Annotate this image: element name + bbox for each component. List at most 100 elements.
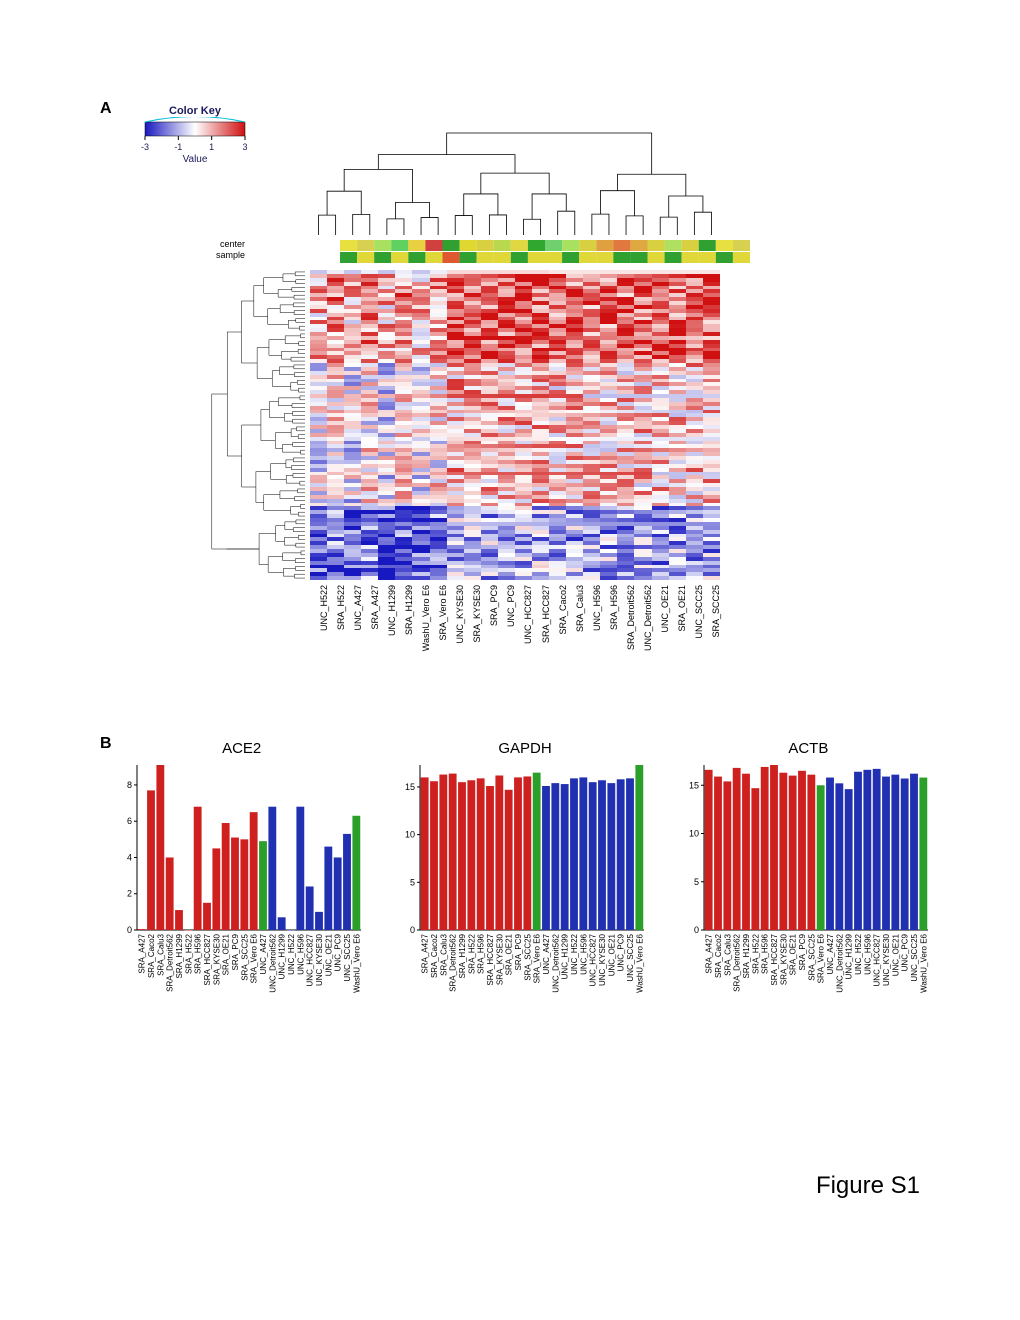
barchart-title: GAPDH [398,740,651,757]
panel-b-label: B [100,735,112,753]
svg-text:UNC_H1299: UNC_H1299 [278,933,287,979]
svg-text:SRA_Calu3: SRA_Calu3 [723,933,732,975]
svg-text:SRA_A427: SRA_A427 [704,933,713,973]
svg-text:UNC_A427: UNC_A427 [826,933,835,974]
svg-text:SRA_KYSE30: SRA_KYSE30 [212,933,221,985]
svg-text:4: 4 [127,852,132,862]
svg-text:SRA_H522: SRA_H522 [468,933,477,974]
svg-text:UNC_HCC827: UNC_HCC827 [872,933,881,986]
svg-text:SRA_Detroit562: SRA_Detroit562 [166,933,175,991]
barchart-ace2: ACE2 0 2 4 6 8 SRA_A427SRA_Caco2SRA_Calu3SRA_D… [115,740,368,1060]
svg-text:15: 15 [405,782,415,792]
svg-text:SRA_H522: SRA_H522 [184,933,193,974]
svg-text:UNC_H596: UNC_H596 [863,933,872,974]
svg-text:UNC_H522: UNC_H522 [570,933,579,974]
svg-text:UNC_H596: UNC_H596 [296,933,305,974]
svg-text:SRA_Vero E6: SRA_Vero E6 [533,933,542,983]
svg-text:UNC_H522: UNC_H522 [287,933,296,974]
svg-text:UNC_H522: UNC_H522 [854,933,863,974]
panel-a-heatmap: Color Key -3 -1 1 3 Value center sample UNC_… [130,105,750,695]
svg-text:SRA_PC9: SRA_PC9 [798,933,807,970]
heatmap-column-labels: UNC_H522SRA_H522UNC_A427SRA_A427UNC_H129… [310,585,720,695]
svg-text:SRA_Vero E6: SRA_Vero E6 [816,933,825,983]
svg-text:6: 6 [127,816,132,826]
svg-text:1: 1 [209,142,214,152]
heatmap-col-label: SRA_SCC25 [711,585,721,638]
svg-text:WashU_Vero E6: WashU_Vero E6 [352,933,361,992]
svg-text:SRA_SCC25: SRA_SCC25 [807,933,816,980]
svg-text:0: 0 [694,925,699,935]
svg-text:SRA_Calu3: SRA_Calu3 [156,933,165,975]
svg-text:-3: -3 [141,142,149,152]
svg-text:UNC_KYSE30: UNC_KYSE30 [882,933,891,986]
svg-text:2: 2 [127,889,132,899]
svg-text:UNC_PC9: UNC_PC9 [900,933,909,971]
annotation-rows: center sample [250,240,720,264]
svg-text:UNC_OE21: UNC_OE21 [891,933,900,976]
svg-text:WashU_Vero E6: WashU_Vero E6 [919,933,928,992]
svg-text:SRA_Detroit562: SRA_Detroit562 [732,933,741,991]
svg-text:5: 5 [410,877,415,887]
color-key-title: Color Key [135,105,255,117]
svg-text:UNC_SCC25: UNC_SCC25 [626,933,635,981]
svg-text:SRA_H596: SRA_H596 [194,933,203,974]
svg-text:UNC_A427: UNC_A427 [259,933,268,974]
annot-label-center: center [185,239,245,249]
svg-text:SRA_H1299: SRA_H1299 [175,933,184,978]
svg-text:UNC_H1299: UNC_H1299 [561,933,570,979]
svg-text:UNC_OE21: UNC_OE21 [324,933,333,976]
svg-text:UNC_Detroit562: UNC_Detroit562 [835,933,844,992]
svg-text:SRA_OE21: SRA_OE21 [788,933,797,975]
svg-text:SRA_KYSE30: SRA_KYSE30 [496,933,505,985]
svg-text:UNC_H1299: UNC_H1299 [844,933,853,979]
svg-text:SRA_PC9: SRA_PC9 [231,933,240,970]
svg-text:SRA_HCC827: SRA_HCC827 [770,933,779,985]
svg-text:SRA_PC9: SRA_PC9 [514,933,523,970]
svg-text:5: 5 [694,877,699,887]
svg-text:SRA_H596: SRA_H596 [477,933,486,974]
svg-text:8: 8 [127,780,132,790]
svg-text:SRA_Caco2: SRA_Caco2 [430,933,439,978]
svg-text:UNC_SCC25: UNC_SCC25 [910,933,919,981]
column-dendrogram [310,130,720,235]
svg-text:UNC_KYSE30: UNC_KYSE30 [315,933,324,986]
svg-text:10: 10 [689,829,699,839]
svg-text:UNC_KYSE30: UNC_KYSE30 [598,933,607,986]
svg-text:Value: Value [183,154,208,165]
svg-text:UNC_PC9: UNC_PC9 [617,933,626,971]
svg-text:SRA_H1299: SRA_H1299 [458,933,467,978]
panel-b-barcharts: ACE202468SRA_A427SRA_Caco2SRA_Calu3SRA_D… [115,740,935,1060]
svg-text:SRA_A427: SRA_A427 [421,933,430,973]
color-key: Color Key -3 -1 1 3 Value [135,105,255,167]
row-dendrogram [130,270,305,580]
svg-text:3: 3 [242,142,247,152]
svg-text:UNC_HCC827: UNC_HCC827 [306,933,315,986]
svg-text:SRA_Vero E6: SRA_Vero E6 [250,933,259,983]
svg-text:SRA_HCC827: SRA_HCC827 [203,933,212,985]
svg-text:SRA_Calu3: SRA_Calu3 [440,933,449,975]
svg-text:SRA_H1299: SRA_H1299 [742,933,751,978]
svg-text:-1: -1 [174,142,182,152]
svg-text:SRA_OE21: SRA_OE21 [505,933,514,975]
svg-text:UNC_SCC25: UNC_SCC25 [343,933,352,981]
svg-text:0: 0 [410,925,415,935]
barchart-actb: ACTB051015SRA_A427SRA_Caco2SRA_Calu3SRA_… [682,740,935,1060]
svg-text:SRA_SCC25: SRA_SCC25 [524,933,533,980]
svg-text:SRA_Caco2: SRA_Caco2 [147,933,156,978]
svg-text:SRA_Caco2: SRA_Caco2 [714,933,723,978]
svg-text:UNC_Detroit562: UNC_Detroit562 [552,933,561,992]
panel-a-label: A [100,100,112,118]
svg-text:UNC_PC9: UNC_PC9 [334,933,343,971]
svg-text:UNC_H596: UNC_H596 [580,933,589,974]
svg-text:SRA_Detroit562: SRA_Detroit562 [449,933,458,991]
svg-text:SRA_A427: SRA_A427 [138,933,147,973]
barchart-title: ACE2 [115,740,368,757]
barchart-title: ACTB [682,740,935,757]
svg-text:UNC_HCC827: UNC_HCC827 [589,933,598,986]
svg-text:SRA_SCC25: SRA_SCC25 [240,933,249,980]
svg-text:0: 0 [127,925,132,935]
svg-text:UNC_Detroit562: UNC_Detroit562 [268,933,277,992]
svg-text:UNC_A427: UNC_A427 [542,933,551,974]
svg-text:SRA_HCC827: SRA_HCC827 [486,933,495,985]
svg-text:SRA_H596: SRA_H596 [760,933,769,974]
